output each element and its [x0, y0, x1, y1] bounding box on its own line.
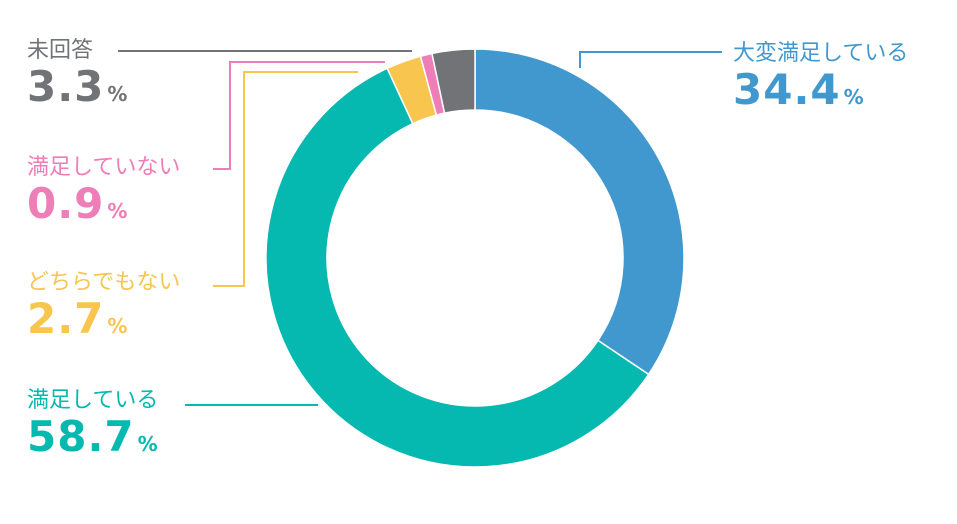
category-label: 満足している — [27, 388, 159, 413]
value-label: 58.7% — [27, 412, 159, 461]
label-no-answer: 未回答 3.3% — [27, 38, 128, 117]
label-very-satisfied: 大変満足している 34.4% — [733, 41, 908, 120]
value-label: 2.7% — [27, 294, 129, 343]
category-label: 満足していない — [27, 155, 181, 180]
leader-lines — [118, 50, 722, 406]
slice-satisfied — [265, 67, 650, 468]
slice-no-answer — [431, 48, 476, 115]
label-neutral: どちらでもない 2.7% — [27, 270, 180, 349]
slice-very-satisfied — [474, 48, 685, 376]
category-label: 未回答 — [27, 38, 94, 63]
value-label: 0.9% — [27, 179, 129, 228]
label-dissatisfied: 満足していない 0.9% — [27, 155, 180, 234]
category-label: どちらでもない — [27, 270, 181, 295]
category-label: 大変満足している — [733, 41, 909, 66]
leader-very-satisfied — [579, 51, 722, 68]
donut-slices — [265, 48, 685, 468]
leader-dissatisfied — [213, 61, 385, 170]
value-label: 34.4% — [733, 65, 865, 114]
leader-neutral — [213, 71, 358, 287]
label-satisfied: 満足している 58.7% — [27, 388, 159, 467]
value-label: 3.3% — [27, 62, 129, 111]
